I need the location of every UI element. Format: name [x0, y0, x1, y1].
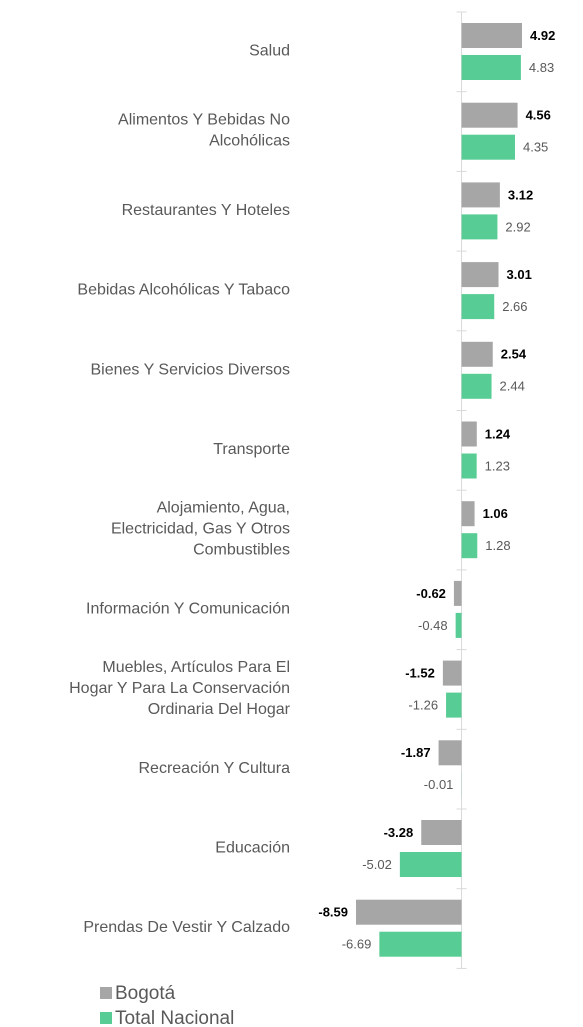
value-label: -5.02	[362, 857, 392, 872]
bar	[461, 214, 498, 240]
category-label: Alimentos Y Bebidas No Alcohólicas	[118, 112, 290, 150]
bar	[461, 421, 477, 447]
value-label: 1.23	[485, 458, 510, 473]
value-label: -1.26	[408, 698, 438, 713]
value-label: 1.06	[483, 506, 508, 521]
value-label: -8.59	[318, 905, 348, 920]
legend-swatch	[100, 1012, 112, 1024]
bar	[442, 660, 462, 686]
bar	[461, 55, 521, 80]
value-label: -6.69	[342, 937, 372, 952]
bar	[461, 341, 493, 367]
bar	[461, 262, 499, 288]
legend-label: Total Nacional	[115, 1008, 234, 1027]
value-label: 4.56	[526, 108, 551, 123]
category-label: Transporte	[213, 441, 290, 458]
bar	[461, 134, 515, 160]
value-label: -1.52	[405, 666, 435, 681]
category-label: Bebidas Alcohólicas Y Tabaco	[77, 282, 290, 299]
value-label: 2.66	[502, 299, 527, 314]
value-label: -0.62	[416, 586, 446, 601]
value-label: -0.01	[424, 777, 454, 792]
bar	[461, 182, 500, 208]
value-label: 2.92	[505, 219, 530, 234]
value-label: 1.28	[485, 538, 510, 553]
value-label: -0.48	[418, 618, 448, 633]
legend-swatch	[100, 987, 112, 999]
bar	[356, 899, 462, 925]
category-label: Salud	[249, 43, 290, 60]
bar	[461, 533, 478, 559]
category-label: Alojamiento, Agua, Electricidad, Gas Y Ot…	[111, 500, 290, 559]
bar	[453, 580, 462, 606]
category-label: Información Y Comunicación	[86, 601, 290, 618]
category-label: Muebles, Artículos Para El Hogar Y Para L…	[69, 659, 291, 718]
value-label: 2.54	[501, 347, 527, 362]
legend-label: Bogotá	[115, 983, 176, 1004]
value-label: -1.87	[401, 745, 431, 760]
value-label: 2.44	[500, 379, 525, 394]
value-label: 3.01	[507, 267, 532, 282]
bar	[461, 294, 495, 320]
bar	[379, 931, 462, 957]
value-label: 3.12	[508, 187, 533, 202]
bar	[461, 23, 522, 48]
bar	[399, 852, 462, 877]
category-label: Prendas De Vestir Y Calzado	[83, 919, 290, 936]
category-label: Educación	[215, 840, 290, 857]
bar	[461, 501, 475, 527]
category-label: Recreación Y Cultura	[139, 760, 291, 777]
value-label: -3.28	[384, 825, 414, 840]
value-label: 4.83	[529, 60, 554, 75]
bar	[461, 373, 492, 399]
category-label: Restaurantes Y Hoteles	[122, 202, 290, 219]
bar	[438, 740, 462, 766]
bar	[446, 692, 462, 718]
bar	[455, 612, 462, 638]
bar	[421, 820, 462, 845]
category-label: Bienes Y Servicios Diversos	[91, 362, 291, 379]
bar	[461, 102, 518, 128]
value-label: 1.24	[485, 426, 511, 441]
value-label: 4.35	[523, 140, 548, 155]
bar	[461, 453, 477, 479]
value-label: 4.92	[530, 28, 555, 43]
